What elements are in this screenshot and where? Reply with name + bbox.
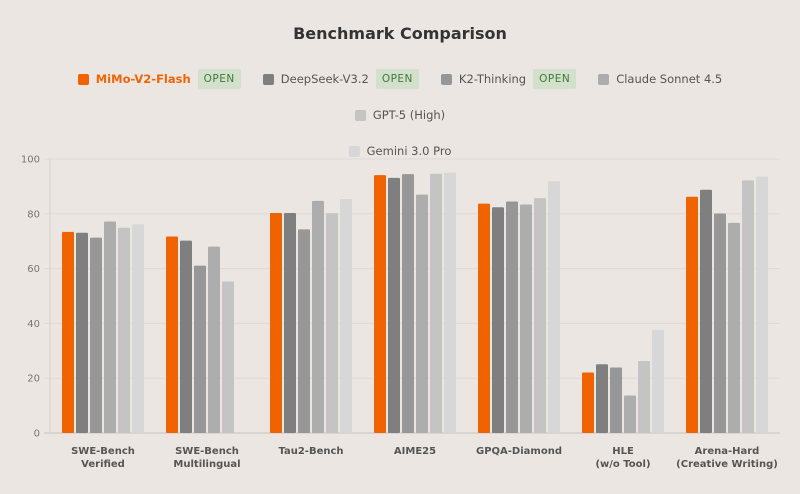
open-badge: OPEN — [375, 69, 419, 89]
bar — [118, 227, 130, 433]
bar — [624, 395, 636, 433]
bar — [686, 196, 698, 433]
legend-item[interactable]: GPT-5 (High) — [354, 104, 446, 126]
bar — [62, 231, 74, 433]
bar — [166, 236, 178, 433]
bar — [208, 246, 220, 433]
legend-item[interactable]: Claude Sonnet 4.5 — [598, 68, 722, 90]
x-tick-label: SWE-Bench — [175, 446, 239, 457]
bar — [444, 172, 456, 433]
legend-swatch — [77, 73, 89, 85]
bar — [374, 175, 386, 433]
open-badge: OPEN — [533, 69, 577, 89]
bar — [194, 265, 206, 433]
y-tick-label: 60 — [27, 264, 40, 275]
y-tick-label: 0 — [34, 429, 40, 440]
legend-swatch — [440, 73, 452, 85]
legend-label: Gemini 3.0 Pro — [366, 144, 452, 158]
legend-item[interactable]: K2-Thinking OPEN — [440, 68, 577, 90]
legend-item[interactable]: DeepSeek-V3.2 OPEN — [262, 68, 419, 90]
legend-item[interactable]: Gemini 3.0 Pro — [41, 140, 759, 162]
y-tick-label: 20 — [27, 374, 40, 385]
bar — [506, 201, 518, 433]
bar — [520, 204, 532, 433]
open-badge: OPEN — [197, 69, 241, 89]
bar — [652, 329, 664, 433]
bar — [430, 173, 442, 433]
bar — [388, 177, 400, 433]
bar — [222, 281, 234, 433]
bar — [298, 229, 310, 433]
x-tick-label: Verified — [81, 459, 125, 470]
bar — [548, 181, 560, 433]
bar — [416, 194, 428, 433]
legend-label: Claude Sonnet 4.5 — [616, 72, 723, 86]
chart-title: Benchmark Comparison — [293, 24, 507, 43]
bar — [180, 240, 192, 433]
x-tick-label: (w/o Tool) — [595, 459, 650, 470]
legend-swatch — [354, 109, 366, 121]
legend-label: DeepSeek-V3.2 — [280, 72, 369, 86]
bar — [270, 212, 282, 433]
legend-label: MiMo-V2-Flash — [95, 72, 191, 86]
legend-label: GPT-5 (High) — [372, 108, 446, 122]
x-tick-label: Multilingual — [173, 459, 240, 470]
x-tick-label: HLE — [612, 446, 634, 457]
x-tick-label: SWE-Bench — [71, 446, 135, 457]
bar — [534, 198, 546, 433]
x-tick-label: (Creative Writing) — [676, 459, 778, 470]
legend-label: K2-Thinking — [458, 72, 527, 86]
bar — [90, 237, 102, 433]
bar — [340, 199, 352, 433]
bar — [284, 212, 296, 433]
y-tick-label: 100 — [21, 155, 40, 166]
bar — [312, 200, 324, 433]
bar — [402, 174, 414, 433]
legend: MiMo-V2-Flash OPEN DeepSeek-V3.2 OPEN K2-Thi… — [30, 68, 770, 162]
bar — [582, 372, 594, 433]
y-tick-label: 40 — [27, 319, 40, 330]
bar — [756, 176, 768, 433]
legend-swatch — [598, 73, 610, 85]
bar — [728, 222, 740, 433]
bar — [76, 232, 88, 433]
bar — [132, 224, 144, 433]
x-tick-label: Arena-Hard — [695, 446, 760, 457]
bar — [326, 213, 338, 433]
bar — [596, 364, 608, 433]
legend-item[interactable]: MiMo-V2-Flash OPEN — [77, 68, 241, 90]
x-tick-label: AIME25 — [394, 446, 436, 457]
bar — [478, 203, 490, 433]
x-tick-label: GPQA-Diamond — [476, 446, 562, 457]
bar — [104, 221, 116, 433]
x-tick-label: Tau2-Bench — [278, 446, 343, 457]
legend-swatch — [348, 145, 360, 157]
bar — [742, 180, 754, 433]
legend-swatch — [262, 73, 274, 85]
bar — [610, 367, 622, 433]
bar — [492, 207, 504, 433]
bar — [700, 189, 712, 433]
y-tick-label: 80 — [27, 209, 40, 220]
bar — [714, 213, 726, 433]
bar — [638, 360, 650, 433]
